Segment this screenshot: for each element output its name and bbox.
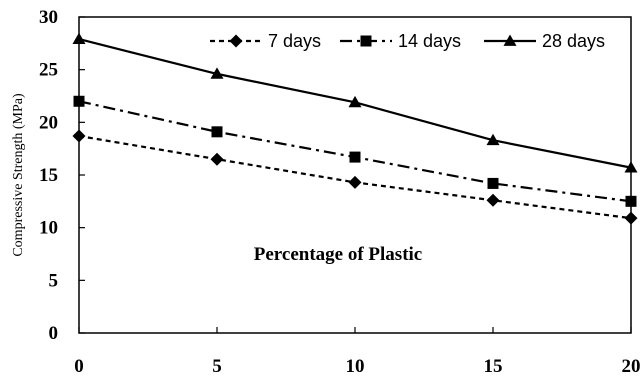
- data-point: [626, 196, 637, 207]
- y-axis-ticks: 0 5 10 15 20 25 30: [39, 7, 85, 344]
- data-point: [74, 96, 85, 107]
- legend-marker: [361, 36, 372, 47]
- x-tick-label: 15: [484, 356, 503, 377]
- legend-label: 14 days: [398, 31, 461, 51]
- plot-area: [79, 17, 631, 333]
- data-point: [350, 152, 361, 163]
- x-tick-label: 20: [622, 356, 641, 377]
- legend-label: 7 days: [268, 31, 321, 51]
- data-point: [488, 178, 499, 189]
- y-tick-label: 5: [49, 270, 59, 291]
- x-tick-label: 0: [74, 356, 84, 377]
- legend: 7 days 14 days 28 days: [210, 31, 605, 51]
- data-point: [212, 126, 223, 137]
- y-tick-label: 25: [39, 60, 58, 81]
- y-tick-label: 15: [39, 165, 58, 186]
- y-tick-label: 30: [39, 7, 58, 28]
- x-tick-label: 5: [212, 356, 222, 377]
- x-axis-ticks: 0 5 10 15 20: [74, 327, 640, 377]
- x-tick-label: 10: [346, 356, 365, 377]
- y-axis-label: Compressive Strength (MPa): [11, 93, 26, 257]
- y-tick-label: 20: [39, 112, 58, 133]
- x-axis-label: Percentage of Plastic: [254, 244, 422, 265]
- y-tick-label: 0: [49, 323, 59, 344]
- legend-label: 28 days: [542, 31, 605, 51]
- y-tick-label: 10: [39, 218, 58, 239]
